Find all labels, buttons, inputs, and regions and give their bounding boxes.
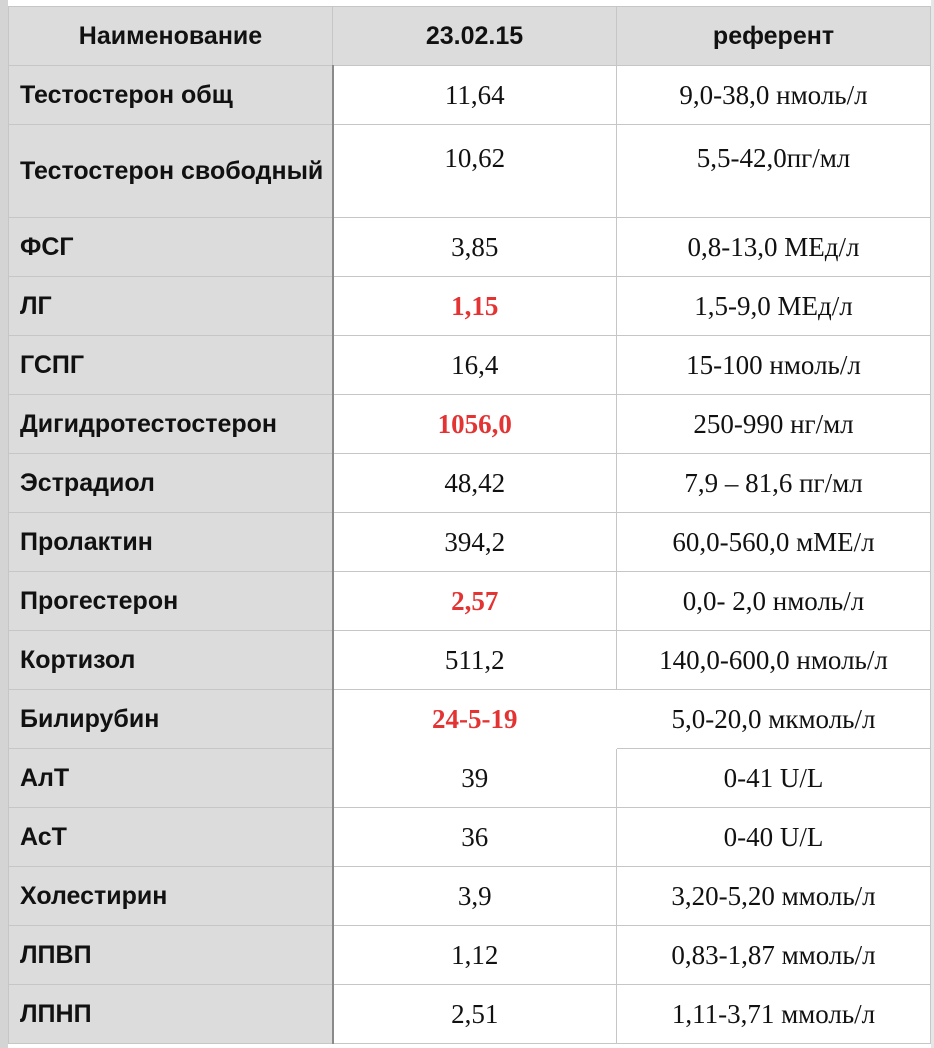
row-value-flagged: 24-5-19 — [332, 689, 617, 749]
row-name: АсТ — [8, 807, 334, 867]
row-reference: 9,0-38,0 нмоль/л — [616, 65, 931, 125]
lab-results-table: Наименование 23.02.15 референт Тестостер… — [8, 6, 931, 1044]
row-name: Прогестерон — [8, 571, 334, 631]
table-row: Холестирин 3,9 3,20-5,20 ммоль/л — [8, 866, 931, 926]
table-row: Тестостерон свободный 10,62 5,5-42,0пг/м… — [8, 124, 931, 218]
table-row: Кортизол 511,2 140,0-600,0 нмоль/л — [8, 630, 931, 690]
row-value: 3,9 — [332, 866, 617, 926]
row-name: ЛГ — [8, 276, 334, 336]
row-reference: 250-990 нг/мл — [616, 394, 931, 454]
row-name: Кортизол — [8, 630, 334, 690]
row-name: Тестостерон общ — [8, 65, 334, 125]
row-reference: 0,83-1,87 ммоль/л — [616, 925, 931, 985]
row-reference: 0,0- 2,0 нмоль/л — [616, 571, 931, 631]
row-value: 48,42 — [332, 453, 617, 513]
table-row: Билирубин 24-5-19 5,0-20,0 мкмоль/л — [8, 689, 931, 749]
row-value: 10,62 — [332, 124, 617, 218]
row-reference: 5,5-42,0пг/мл — [616, 124, 931, 218]
row-reference: 0,8-13,0 МЕд/л — [616, 217, 931, 277]
row-reference: 0-40 U/L — [616, 807, 931, 867]
table-row: Пролактин 394,2 60,0-560,0 мМЕ/л — [8, 512, 931, 572]
row-name: Эстрадиол — [8, 453, 334, 513]
row-value: 36 — [332, 807, 617, 867]
row-value-flagged: 2,57 — [332, 571, 617, 631]
row-name: Холестирин — [8, 866, 334, 926]
table-row: Дигидротестостерон 1056,0 250-990 нг/мл — [8, 394, 931, 454]
row-name: Дигидротестостерон — [8, 394, 334, 454]
row-name: Тестостерон свободный — [8, 124, 334, 218]
table-row: Тестостерон общ 11,64 9,0-38,0 нмоль/л — [8, 65, 931, 125]
row-value: 39 — [332, 748, 617, 808]
header-date: 23.02.15 — [332, 6, 617, 66]
table-row: АсТ 36 0-40 U/L — [8, 807, 931, 867]
row-reference: 0-41 U/L — [616, 748, 931, 808]
table-row: ЛПВП 1,12 0,83-1,87 ммоль/л — [8, 925, 931, 985]
row-reference: 1,11-3,71 ммоль/л — [616, 984, 931, 1044]
row-value-flagged: 1056,0 — [332, 394, 617, 454]
row-value: 11,64 — [332, 65, 617, 125]
row-reference: 3,20-5,20 ммоль/л — [616, 866, 931, 926]
row-value: 1,12 — [332, 925, 617, 985]
row-reference: 15-100 нмоль/л — [616, 335, 931, 395]
row-name: ФСГ — [8, 217, 334, 277]
row-value: 16,4 — [332, 335, 617, 395]
row-value: 3,85 — [332, 217, 617, 277]
table-row: АлТ 39 0-41 U/L — [8, 748, 931, 808]
table-row: ЛПНП 2,51 1,11-3,71 ммоль/л — [8, 984, 931, 1044]
row-value-flagged: 1,15 — [332, 276, 617, 336]
header-row: Наименование 23.02.15 референт — [8, 6, 931, 66]
row-reference: 60,0-560,0 мМЕ/л — [616, 512, 931, 572]
table-row: ЛГ 1,15 1,5-9,0 МЕд/л — [8, 276, 931, 336]
row-reference: 1,5-9,0 МЕд/л — [616, 276, 931, 336]
row-reference: 7,9 – 81,6 пг/мл — [616, 453, 931, 513]
row-name: ЛПВП — [8, 925, 334, 985]
table-row: Прогестерон 2,57 0,0- 2,0 нмоль/л — [8, 571, 931, 631]
row-name: ЛПНП — [8, 984, 334, 1044]
row-value: 2,51 — [332, 984, 617, 1044]
right-edge — [931, 0, 934, 1048]
table-row: ГСПГ 16,4 15-100 нмоль/л — [8, 335, 931, 395]
header-name: Наименование — [8, 6, 333, 66]
row-name: АлТ — [8, 748, 334, 808]
row-reference: 5,0-20,0 мкмоль/л — [616, 689, 931, 749]
header-reference: референт — [616, 6, 931, 66]
row-name: Билирубин — [8, 689, 334, 749]
row-name: Пролактин — [8, 512, 334, 572]
row-name: ГСПГ — [8, 335, 334, 395]
table-row: Эстрадиол 48,42 7,9 – 81,6 пг/мл — [8, 453, 931, 513]
row-value: 511,2 — [332, 630, 617, 690]
table-row: ФСГ 3,85 0,8-13,0 МЕд/л — [8, 217, 931, 277]
row-reference: 140,0-600,0 нмоль/л — [616, 630, 931, 690]
left-edge — [0, 0, 8, 1048]
row-value: 394,2 — [332, 512, 617, 572]
